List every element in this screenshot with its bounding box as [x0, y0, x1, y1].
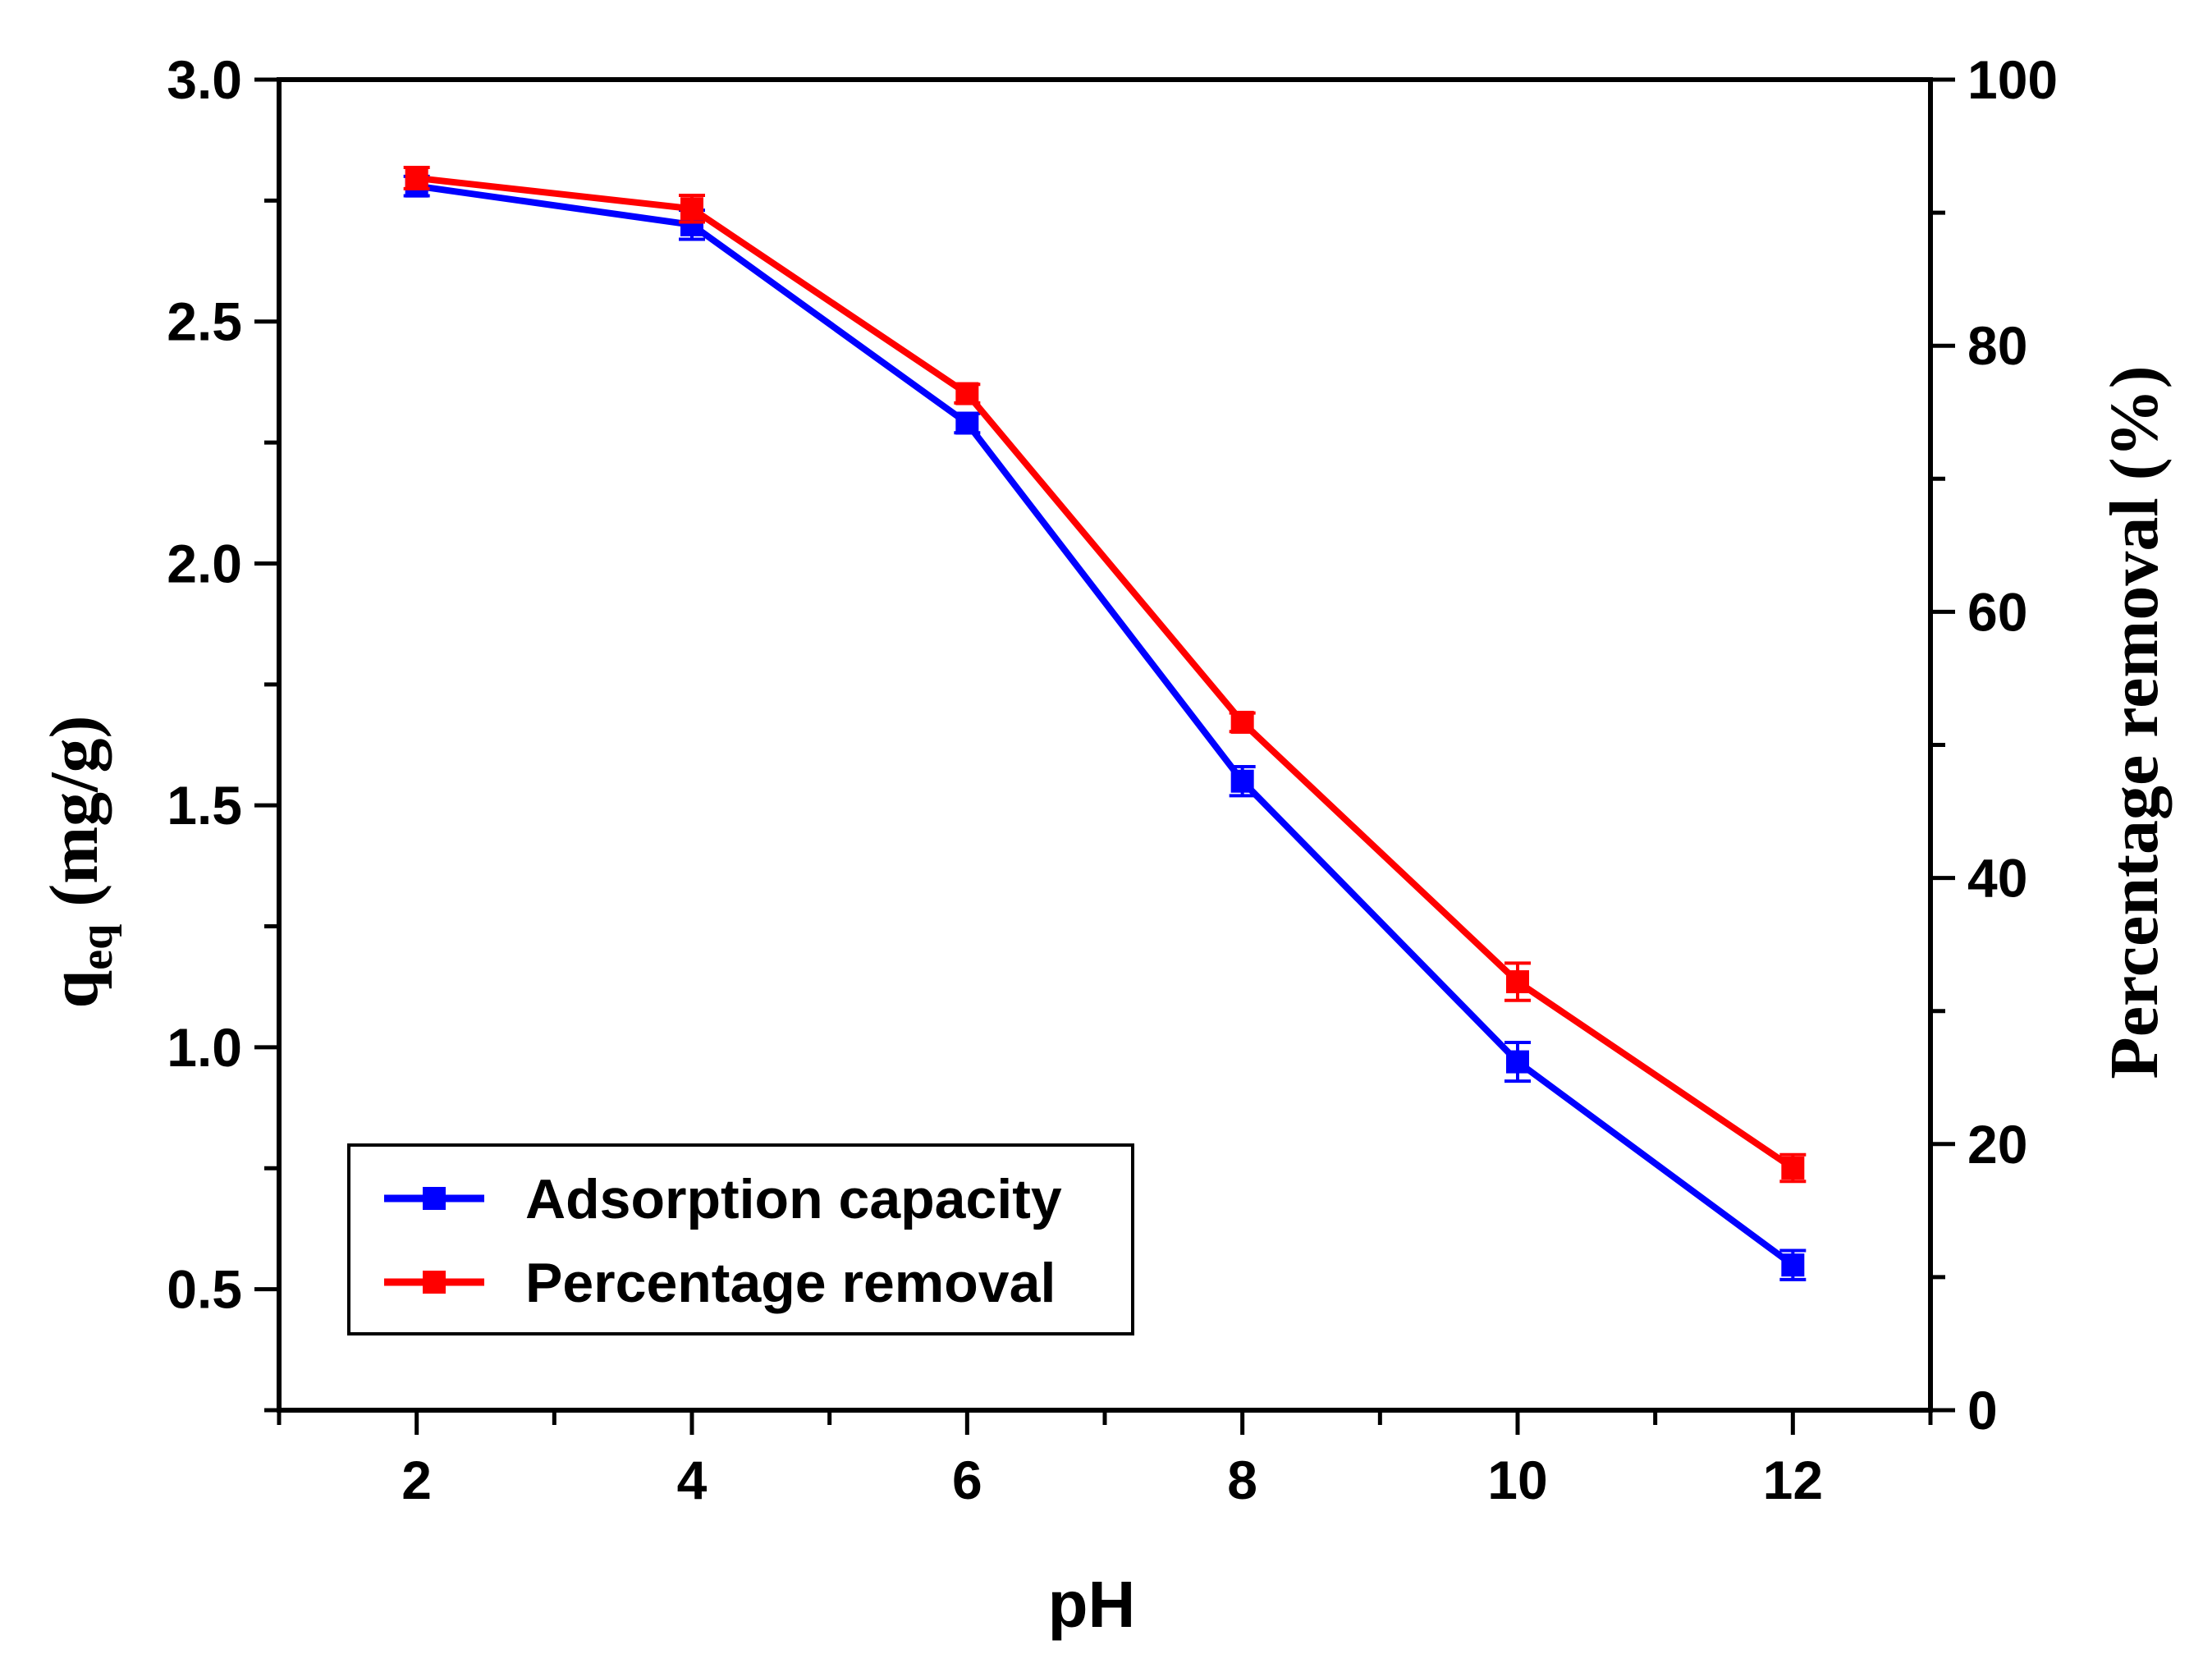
series-line-adsorption-capacity [416, 182, 1795, 1268]
left-y-axis-title-group: qeq (mg/g) [36, 716, 122, 1009]
y-right-tick-label: 20 [1967, 1114, 2027, 1175]
series-line-percentage-removal [416, 174, 1795, 1171]
left-y-axis-title-main: q [36, 970, 112, 1009]
series-adsorption-capacity [403, 174, 1807, 1281]
left-y-axis-title: qeq (mg/g) [36, 716, 122, 1009]
left-y-axis-title-subscript: eq [71, 924, 122, 970]
y-right-tick-label: 40 [1967, 848, 2027, 909]
x-tick-label: 8 [1227, 1450, 1257, 1510]
x-tick-label: 6 [952, 1450, 982, 1510]
legend-label-adsorption-capacity: Adsorption capacity [525, 1168, 1062, 1230]
legend-label-percentage-removal: Percentage removal [525, 1252, 1056, 1314]
y-left-tick-label: 1.5 [167, 775, 242, 836]
series-layer [403, 165, 1807, 1281]
data-point-adsorption-capacity [1781, 1253, 1805, 1277]
data-point-percentage-removal [1230, 710, 1254, 734]
data-point-percentage-removal [955, 382, 979, 405]
legend-marker-adsorption-capacity [423, 1187, 446, 1210]
y-left-tick-label: 3.0 [167, 49, 242, 110]
x-tick-label: 4 [677, 1450, 708, 1510]
y-right-tick-label: 60 [1967, 581, 2027, 642]
legend-item-percentage-removal: Percentage removal [384, 1252, 1056, 1314]
right-y-axis-title: Percentage removal (%) [2096, 365, 2173, 1079]
data-point-percentage-removal [1506, 970, 1529, 994]
data-point-adsorption-capacity [1506, 1050, 1529, 1074]
y-left-tick-label: 2.0 [167, 533, 242, 593]
x-tick-label: 12 [1763, 1450, 1823, 1510]
data-point-percentage-removal [1781, 1156, 1805, 1180]
data-point-adsorption-capacity [955, 411, 979, 435]
y-right-tick-label: 100 [1967, 49, 2058, 110]
y-left-tick-label: 0.5 [167, 1259, 242, 1320]
series-percentage-removal [403, 165, 1807, 1184]
y-right-tick-label: 80 [1967, 315, 2027, 376]
x-axis-title: pH [1048, 1568, 1136, 1641]
data-point-percentage-removal [405, 166, 428, 190]
y-left-tick-label: 2.5 [167, 291, 242, 352]
y-left-tick-label: 1.0 [167, 1017, 242, 1078]
legend-marker-percentage-removal [423, 1271, 446, 1294]
x-tick-label: 10 [1487, 1450, 1547, 1510]
left-y-axis-title-units: (mg/g) [36, 716, 112, 924]
right-y-axis-title-group: Percentage removal (%) [2096, 365, 2173, 1079]
legend-box [347, 1143, 1134, 1335]
data-point-adsorption-capacity [1230, 769, 1254, 793]
data-point-percentage-removal [680, 197, 703, 221]
legend-item-adsorption-capacity: Adsorption capacity [384, 1168, 1062, 1230]
y-right-tick-label: 0 [1967, 1380, 1998, 1441]
axes-layer: 2 4 6 8 10 12 0.5 1.0 1.5 2.0 2.5 3.0 0 20 40 60 80 100 [167, 49, 2058, 1510]
legend: Adsorption capacity Percentage removal [347, 1143, 1134, 1335]
x-tick-label: 2 [401, 1450, 432, 1510]
